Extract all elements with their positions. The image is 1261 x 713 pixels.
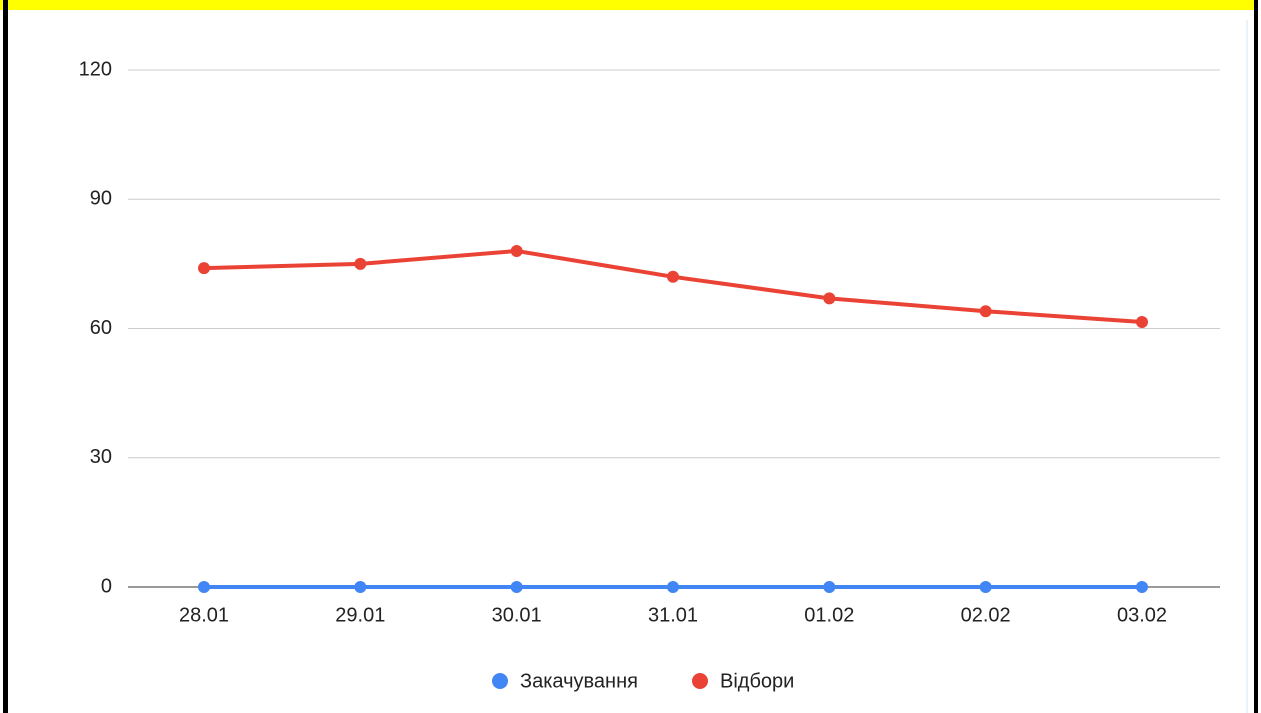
y-tick-label: 60 bbox=[90, 317, 112, 339]
x-tick-label: 29.01 bbox=[335, 604, 385, 626]
data-point bbox=[354, 257, 367, 270]
x-tick-label: 30.01 bbox=[492, 604, 542, 626]
y-tick-label: 90 bbox=[90, 188, 112, 210]
y-tick-label: 30 bbox=[90, 446, 112, 468]
series-line bbox=[203, 248, 1143, 325]
y-tick-label: 120 bbox=[79, 58, 112, 80]
data-point bbox=[354, 581, 367, 593]
x-tick-label: 01.02 bbox=[804, 604, 854, 626]
data-point bbox=[510, 244, 523, 257]
data-point bbox=[979, 581, 992, 593]
data-point bbox=[979, 305, 992, 318]
data-point bbox=[823, 292, 836, 305]
data-point bbox=[667, 270, 679, 283]
data-point bbox=[1136, 581, 1148, 593]
data-point bbox=[198, 581, 210, 593]
legend-swatch bbox=[492, 673, 508, 689]
frame-left bbox=[3, 0, 8, 713]
x-tick-label: 28.01 bbox=[179, 604, 229, 626]
y-tick-label: 0 bbox=[101, 575, 112, 597]
legend-label: Закачування bbox=[520, 670, 638, 692]
x-tick-label: 03.02 bbox=[1117, 604, 1167, 626]
data-point bbox=[823, 581, 836, 593]
frame-right bbox=[1254, 0, 1258, 713]
data-point bbox=[1136, 316, 1148, 329]
data-point bbox=[667, 581, 679, 593]
x-tick-label: 02.02 bbox=[961, 604, 1011, 626]
x-tick-label: 31.01 bbox=[648, 604, 698, 626]
data-point bbox=[510, 581, 523, 593]
banner bbox=[0, 0, 1256, 10]
legend-swatch bbox=[692, 673, 708, 689]
legend-label: Відбори bbox=[720, 670, 794, 692]
data-point bbox=[198, 262, 210, 275]
